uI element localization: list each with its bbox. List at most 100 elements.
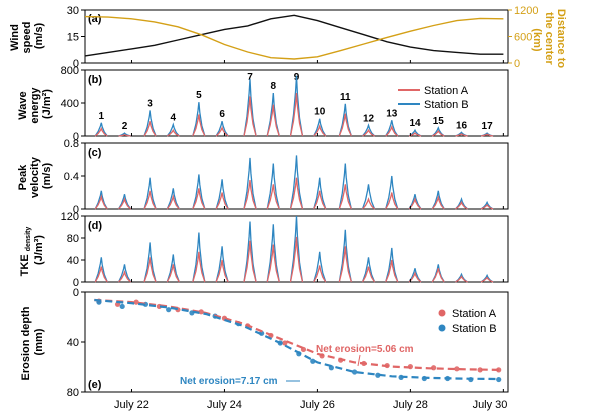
station-a-burst-14 <box>408 132 422 137</box>
station-a-burst-17 <box>480 133 494 137</box>
panel-a: (a) Wind speed (m/s) 0 15 30 0 600 1200 Dist… <box>9 5 567 71</box>
panel-b-label: (b) <box>88 74 102 86</box>
ytick-label: 0 <box>73 287 79 299</box>
tide-label-2: 2 <box>122 121 128 132</box>
panel-e-yticks: 0 40 80 <box>67 287 85 399</box>
station-a-burst-8 <box>266 104 280 137</box>
station-a-burst-5 <box>192 114 206 137</box>
station-a-burst-15 <box>431 129 445 137</box>
station-a-burst-3 <box>143 190 157 210</box>
tide-label-6: 6 <box>219 109 225 120</box>
panel-e-ylabel-line1: Erosion depth <box>20 306 32 380</box>
station-b-burst-10 <box>313 177 327 210</box>
panel-c-yticks: 0 0.4 0.8 <box>64 138 85 216</box>
station-a-burst-9 <box>289 177 304 210</box>
panel-d-ylabel-subscript: density <box>25 227 32 252</box>
panel-d-ylabel-line1: TKE <box>19 254 31 276</box>
y2tick-label: 600 <box>514 32 532 44</box>
station-a-burst-1 <box>94 194 108 210</box>
panel-e-ylabel-line2: (mm) <box>33 328 45 355</box>
station-a-burst-5 <box>192 188 206 210</box>
ytick-label: 80 <box>67 387 79 399</box>
panel-c-ylabel: Peak velocity (m/s) <box>17 154 53 198</box>
station-b-burst-11 <box>338 163 353 210</box>
panel-e-legend: Station A Station B <box>438 308 497 335</box>
ytick-label: 0.8 <box>64 138 79 150</box>
ytick-label: 120 <box>61 211 79 223</box>
panel-b-ylabel: Wave energy (J/m²) <box>17 84 53 123</box>
legend-e-station-a-marker <box>438 309 446 317</box>
station-b-point-4 <box>166 307 172 313</box>
ytick-label: 0 <box>73 58 79 70</box>
station-a-burst-4 <box>166 194 180 210</box>
panel-d-yticks: 0 40 80 120 <box>61 211 85 289</box>
station-b-burst-4 <box>166 188 180 210</box>
panel-c-series <box>94 155 494 210</box>
station-b-burst-6 <box>215 246 229 283</box>
panel-e: (e) Erosion depth (mm) 0 40 80 Station A S… <box>20 287 509 399</box>
panel-a-frame <box>84 9 509 64</box>
station-b-burst-2 <box>117 264 132 283</box>
station-b-burst-5 <box>192 174 206 210</box>
tide-label-17: 17 <box>482 121 494 132</box>
panel-e-frame <box>84 291 509 393</box>
station-b-fit-line <box>94 298 499 381</box>
panel-a-y2ticks: 0 600 1200 <box>508 5 538 70</box>
station-a-burst-2 <box>118 134 131 137</box>
station-b-burst-13 <box>385 247 399 283</box>
panel-a-y2label-line3: (km) <box>531 28 543 52</box>
station-a-point-3 <box>133 299 139 305</box>
ytick-label: 80 <box>67 233 79 245</box>
station-b-burst-12 <box>361 257 376 283</box>
panel-e-label: (e) <box>88 379 102 391</box>
panel-a-y2label: Distance to the center (km) <box>531 9 567 71</box>
station-b-burst-6 <box>215 179 229 210</box>
station-b-burst-9 <box>289 155 304 210</box>
station-a-burst-16 <box>455 133 468 137</box>
station-b-burst-3 <box>143 110 157 137</box>
station-b-burst-13 <box>385 120 399 137</box>
station-a-burst-1 <box>94 266 108 283</box>
panel-b-ylabel-line2: energy <box>29 87 41 124</box>
y2tick-label: 1200 <box>514 5 538 17</box>
panel-a-label: (a) <box>88 13 102 25</box>
station-b-point-2 <box>119 303 125 310</box>
station-b-point-19 <box>496 376 502 383</box>
ytick-label: 400 <box>61 98 79 110</box>
panel-d: (d) TKE density (J/m³) 0 40 80 120 <box>19 211 509 289</box>
tide-label-13: 13 <box>386 108 398 119</box>
panel-b-ylabel-line3: (J/m²) <box>41 89 53 119</box>
station-a-burst-6 <box>215 192 229 210</box>
station-a-burst-10 <box>313 265 327 283</box>
panel-b-ylabel-line1: Wave <box>17 91 29 119</box>
ytick-label: 0.4 <box>64 171 79 183</box>
station-a-burst-11 <box>338 113 352 137</box>
station-a-burst-12 <box>361 266 376 283</box>
xtick-label: July 22 <box>114 399 149 411</box>
station-a-burst-11 <box>338 184 352 210</box>
station-a-burst-7 <box>243 96 257 137</box>
tide-label-1: 1 <box>98 111 104 122</box>
xtick-label: July 26 <box>300 399 335 411</box>
station-a-burst-9 <box>289 236 304 283</box>
panel-d-ylabel-line2: (J/m³) <box>33 235 45 265</box>
panel-a-yticks: 0 15 30 <box>67 5 85 70</box>
station-b-burst-11 <box>338 103 353 137</box>
station-b-burst-10 <box>313 118 327 137</box>
ytick-label: 0 <box>73 204 79 216</box>
station-b-burst-1 <box>94 122 108 137</box>
station-b-burst-8 <box>266 163 280 210</box>
station-b-burst-7 <box>243 157 257 210</box>
station-b-burst-13 <box>385 175 399 210</box>
panel-e-ylabel: Erosion depth (mm) <box>20 303 45 380</box>
station-b-burst-6 <box>215 121 229 137</box>
panel-c-ylabel-line1: Peak <box>17 164 29 191</box>
station-a-burst-4 <box>166 128 180 137</box>
station-a-burst-7 <box>243 240 257 283</box>
station-a-burst-8 <box>266 244 280 283</box>
legend-b-station-b-label: Station B <box>424 99 469 111</box>
station-a-burst-3 <box>143 121 157 137</box>
